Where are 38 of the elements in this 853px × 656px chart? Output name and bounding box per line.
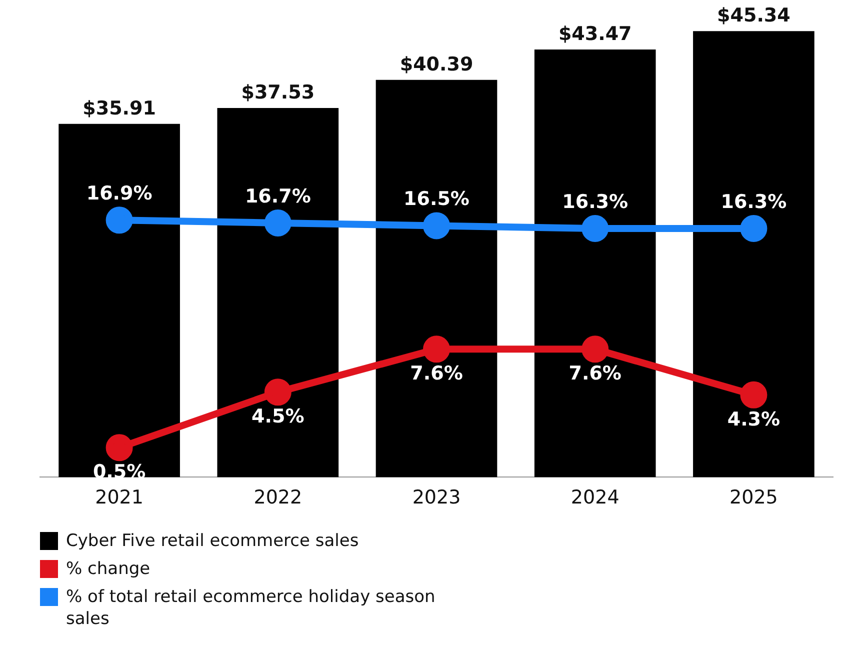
point xyxy=(264,378,292,406)
point xyxy=(264,209,292,236)
data-label: $37.53 xyxy=(241,81,315,104)
data-label: 4.5% xyxy=(252,406,304,428)
legend-label: Cyber Five retail ecommerce sales xyxy=(66,530,359,552)
x-tick-label: 2025 xyxy=(730,486,778,509)
data-label: 16.3% xyxy=(720,190,787,213)
data-label: 0.5% xyxy=(92,461,146,484)
data-label: $35.91 xyxy=(82,97,156,120)
legend-label: % change xyxy=(66,558,150,580)
bar xyxy=(693,31,814,478)
data-label: $40.39 xyxy=(400,53,474,76)
point xyxy=(106,206,133,234)
point xyxy=(740,214,768,242)
legend-label: % of total retail ecommerce holiday season sales xyxy=(66,586,436,630)
point xyxy=(582,336,609,363)
bar xyxy=(534,50,656,478)
data-label: $43.47 xyxy=(558,22,632,45)
x-tick-label: 2024 xyxy=(570,486,620,509)
point xyxy=(423,212,450,240)
data-label: 7.6% xyxy=(568,362,622,385)
data-label: 16.3% xyxy=(562,190,628,213)
x-tick-label: 2022 xyxy=(254,486,302,509)
data-label: 4.3% xyxy=(727,408,780,430)
data-label: 16.5% xyxy=(404,188,470,210)
point xyxy=(740,381,768,408)
data-label: 16.9% xyxy=(86,182,152,205)
data-label: 16.7% xyxy=(244,185,311,208)
point xyxy=(106,434,133,462)
x-tick-label: 2021 xyxy=(95,486,144,509)
point xyxy=(582,214,609,242)
point xyxy=(423,336,450,363)
bar xyxy=(58,124,180,478)
data-label: $45.34 xyxy=(717,4,790,27)
bar xyxy=(217,108,339,478)
x-tick-label: 2023 xyxy=(412,486,461,509)
data-label: 7.6% xyxy=(410,362,463,385)
bar xyxy=(376,80,498,478)
